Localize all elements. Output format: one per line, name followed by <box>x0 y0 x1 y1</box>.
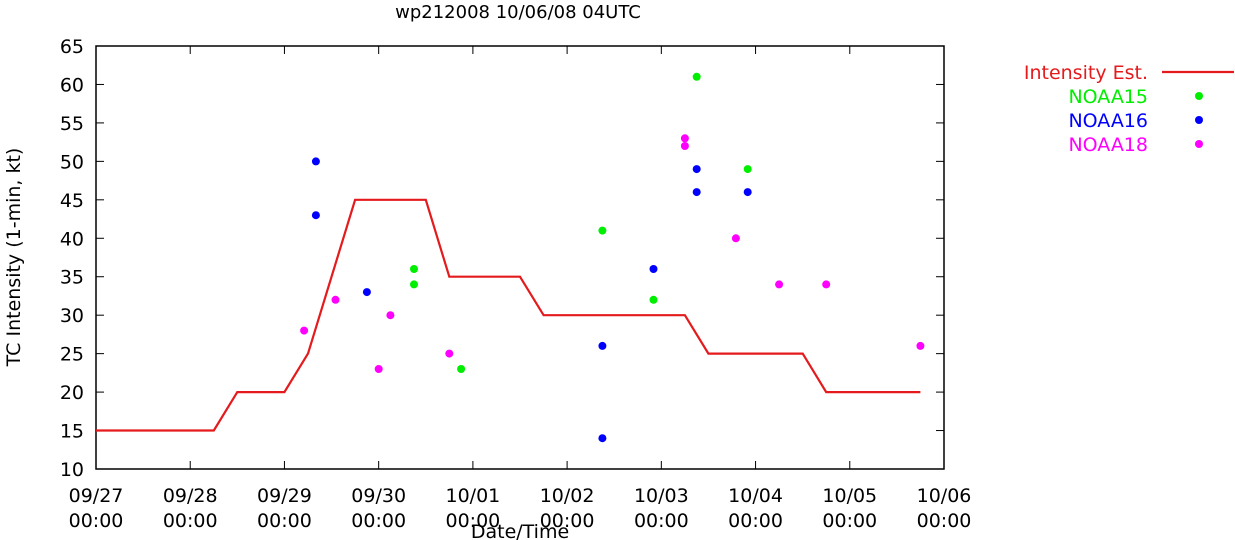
y-tick-label: 60 <box>60 74 84 96</box>
x-tick-date: 10/05 <box>822 485 877 507</box>
noaa16-point <box>692 188 701 197</box>
legend-point-swatch <box>1195 92 1203 100</box>
noaa18-point <box>445 349 454 358</box>
noaa15-point <box>692 72 701 81</box>
noaa18-point <box>916 341 925 350</box>
y-axis-label: TC Intensity (1-min, kt) <box>3 148 25 368</box>
legend-point-swatch <box>1195 140 1203 148</box>
noaa18-point <box>680 142 689 150</box>
x-tick-date: 09/28 <box>163 485 218 507</box>
noaa15-point <box>410 265 418 273</box>
x-tick-date: 09/30 <box>351 485 406 507</box>
legend-label: Intensity Est. <box>1024 62 1148 84</box>
intensity-est-line <box>96 198 921 432</box>
x-tick-time: 00:00 <box>163 510 218 532</box>
y-tick-label: 40 <box>60 228 84 250</box>
noaa18-point <box>374 365 383 373</box>
plot-frame <box>95 45 945 470</box>
noaa16-point <box>362 288 371 297</box>
x-tick-date: 10/03 <box>634 485 689 507</box>
noaa15-point <box>598 226 607 235</box>
noaa18-point <box>680 134 689 143</box>
noaa15-point <box>649 295 658 304</box>
chart-title: wp212008 10/06/08 04UTC <box>395 2 641 23</box>
x-tick-labels: 09/27 00:00 09/28 00:00 09/29 00:00 09/30 00:00… <box>69 485 972 532</box>
noaa15-point <box>743 165 752 174</box>
noaa16-point <box>649 265 658 273</box>
y-tick-label: 20 <box>60 382 84 404</box>
tick-marks <box>95 45 945 470</box>
noaa18-point <box>822 280 831 289</box>
y-tick-label: 65 <box>60 36 84 58</box>
y-tick-label: 50 <box>60 151 84 173</box>
noaa18-point <box>300 326 309 335</box>
noaa18-point <box>386 311 395 320</box>
x-tick-date: 10/04 <box>728 485 783 507</box>
y-tick-label: 25 <box>60 344 84 366</box>
x-tick-time: 00:00 <box>728 510 783 532</box>
x-tick-time: 00:00 <box>69 510 124 532</box>
x-tick-date: 10/01 <box>446 485 501 507</box>
legend-label: NOAA18 <box>1068 134 1148 156</box>
y-tick-label: 35 <box>60 267 84 289</box>
x-tick-time: 00:00 <box>822 510 877 532</box>
y-tick-label: 45 <box>60 190 84 212</box>
y-tick-label: 55 <box>60 113 84 135</box>
x-tick-date: 10/06 <box>917 485 972 507</box>
noaa16-point <box>311 211 320 220</box>
noaa16-point <box>598 434 607 443</box>
x-tick-time: 00:00 <box>351 510 406 532</box>
y-tick-label: 15 <box>60 421 84 443</box>
noaa16-point <box>692 165 701 174</box>
y-tick-label: 10 <box>60 459 84 481</box>
legend-label: NOAA15 <box>1068 86 1148 108</box>
noaa15-point <box>457 365 466 373</box>
x-tick-time: 00:00 <box>540 510 595 532</box>
data-marks <box>96 72 925 443</box>
y-tick-labels: 10 15 20 25 30 35 40 45 50 55 60 65 <box>60 36 84 481</box>
x-tick-time: 00:00 <box>634 510 689 532</box>
noaa16-point <box>598 341 607 350</box>
legend-label: NOAA16 <box>1068 110 1148 132</box>
x-tick-date: 09/27 <box>69 485 124 507</box>
noaa15-point <box>410 280 418 289</box>
x-tick-time: 00:00 <box>446 510 501 532</box>
y-tick-label: 30 <box>60 305 84 327</box>
x-tick-time: 00:00 <box>257 510 312 532</box>
noaa16-point <box>311 157 320 166</box>
noaa16-point <box>743 188 752 197</box>
x-axis-label: Date/Time <box>471 521 569 540</box>
legend-point-swatch <box>1195 116 1203 124</box>
x-tick-time: 00:00 <box>917 510 972 532</box>
x-tick-date: 09/29 <box>257 485 312 507</box>
noaa18-point <box>731 234 740 243</box>
noaa18-point <box>331 295 340 304</box>
plot-area <box>95 45 945 470</box>
x-tick-date: 10/02 <box>540 485 595 507</box>
noaa18-point <box>775 280 784 289</box>
